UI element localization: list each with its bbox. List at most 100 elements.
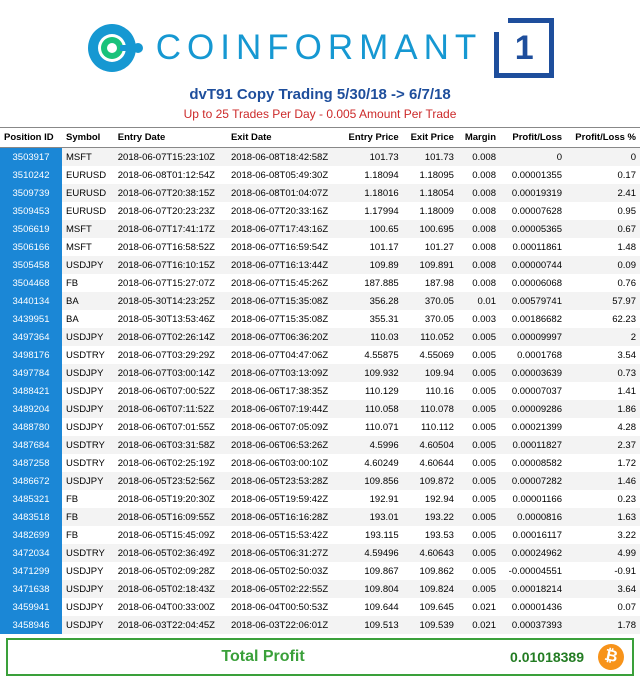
cell-exit-date: 2018-06-03T22:06:01Z bbox=[227, 616, 340, 634]
table-row[interactable]: 3489204USDJPY2018-06-06T07:11:52Z2018-06… bbox=[0, 400, 640, 418]
col-exit-price[interactable]: Exit Price bbox=[403, 128, 458, 148]
table-row[interactable]: 3472034USDTRY2018-06-05T02:36:49Z2018-06… bbox=[0, 544, 640, 562]
brand-text: COINFORMANT bbox=[156, 28, 483, 68]
cell-profit-loss-pct: 4.28 bbox=[566, 418, 640, 436]
cell-exit-date: 2018-06-05T02:22:55Z bbox=[227, 580, 340, 598]
cell-exit-date: 2018-06-07T03:13:09Z bbox=[227, 364, 340, 382]
table-row[interactable]: 3440134BA2018-05-30T14:23:25Z2018-06-07T… bbox=[0, 292, 640, 310]
table-row[interactable]: 3488780USDJPY2018-06-06T07:01:55Z2018-06… bbox=[0, 418, 640, 436]
header: COINFORMANT 1 bbox=[0, 0, 640, 84]
cell-exit-price: 187.98 bbox=[403, 274, 458, 292]
bitcoin-icon: ₿ bbox=[596, 642, 627, 673]
total-profit-label: Total Profit bbox=[16, 648, 510, 666]
cell-position-id: 3503917 bbox=[0, 148, 62, 167]
table-row[interactable]: 3471638USDJPY2018-06-05T02:18:43Z2018-06… bbox=[0, 580, 640, 598]
cell-position-id: 3472034 bbox=[0, 544, 62, 562]
cell-exit-date: 2018-06-08T01:04:07Z bbox=[227, 184, 340, 202]
cell-symbol: MSFT bbox=[62, 148, 114, 167]
cell-margin: 0.008 bbox=[458, 220, 500, 238]
table-row[interactable]: 3505458USDJPY2018-06-07T16:10:15Z2018-06… bbox=[0, 256, 640, 274]
cell-exit-price: 110.16 bbox=[403, 382, 458, 400]
cell-margin: 0.021 bbox=[458, 598, 500, 616]
cell-profit-loss: 0.00003639 bbox=[500, 364, 566, 382]
table-row[interactable]: 3459941USDJPY2018-06-04T00:33:00Z2018-06… bbox=[0, 598, 640, 616]
cell-profit-loss: 0.0000816 bbox=[500, 508, 566, 526]
table-row[interactable]: 3487684USDTRY2018-06-06T03:31:58Z2018-06… bbox=[0, 436, 640, 454]
cell-exit-date: 2018-06-05T23:53:28Z bbox=[227, 472, 340, 490]
table-row[interactable]: 3509453EURUSD2018-06-07T20:23:23Z2018-06… bbox=[0, 202, 640, 220]
cell-exit-price: 4.55069 bbox=[403, 346, 458, 364]
cell-exit-price: 100.695 bbox=[403, 220, 458, 238]
col-symbol[interactable]: Symbol bbox=[62, 128, 114, 148]
col-entry-price[interactable]: Entry Price bbox=[340, 128, 403, 148]
cell-profit-loss: 0.00018214 bbox=[500, 580, 566, 598]
col-position-id[interactable]: Position ID bbox=[0, 128, 62, 148]
cell-entry-date: 2018-05-30T14:23:25Z bbox=[114, 292, 227, 310]
cell-entry-date: 2018-06-06T03:31:58Z bbox=[114, 436, 227, 454]
cell-exit-date: 2018-06-06T07:19:44Z bbox=[227, 400, 340, 418]
cell-profit-loss: 0.00007282 bbox=[500, 472, 566, 490]
table-row[interactable]: 3471299USDJPY2018-06-05T02:09:28Z2018-06… bbox=[0, 562, 640, 580]
cell-symbol: BA bbox=[62, 310, 114, 328]
cell-entry-date: 2018-06-05T02:18:43Z bbox=[114, 580, 227, 598]
cell-profit-loss-pct: 1.41 bbox=[566, 382, 640, 400]
table-row[interactable]: 3486672USDJPY2018-06-05T23:52:56Z2018-06… bbox=[0, 472, 640, 490]
cell-profit-loss-pct: 1.48 bbox=[566, 238, 640, 256]
col-exit-date[interactable]: Exit Date bbox=[227, 128, 340, 148]
table-row[interactable]: 3439951BA2018-05-30T13:53:46Z2018-06-07T… bbox=[0, 310, 640, 328]
cell-profit-loss-pct: 0.67 bbox=[566, 220, 640, 238]
total-profit-bar: Total Profit 0.01018389 ₿ bbox=[6, 638, 634, 676]
cell-profit-loss: 0.0001768 bbox=[500, 346, 566, 364]
cell-entry-price: 356.28 bbox=[340, 292, 403, 310]
col-entry-date[interactable]: Entry Date bbox=[114, 128, 227, 148]
col-profit-loss[interactable]: Profit/Loss bbox=[500, 128, 566, 148]
cell-symbol: USDTRY bbox=[62, 436, 114, 454]
table-row[interactable]: 3504468FB2018-06-07T15:27:07Z2018-06-07T… bbox=[0, 274, 640, 292]
cell-entry-price: 109.89 bbox=[340, 256, 403, 274]
cell-symbol: FB bbox=[62, 490, 114, 508]
cell-entry-date: 2018-06-07T17:41:17Z bbox=[114, 220, 227, 238]
cell-profit-loss: 0.00009286 bbox=[500, 400, 566, 418]
table-row[interactable]: 3485321FB2018-06-05T19:20:30Z2018-06-05T… bbox=[0, 490, 640, 508]
cell-symbol: USDJPY bbox=[62, 580, 114, 598]
cell-symbol: USDJPY bbox=[62, 616, 114, 634]
cell-entry-date: 2018-06-05T02:09:28Z bbox=[114, 562, 227, 580]
caption: Up to 25 Trades Per Day - 0.005 Amount P… bbox=[0, 107, 640, 127]
table-row[interactable]: 3497784USDJPY2018-06-07T03:00:14Z2018-06… bbox=[0, 364, 640, 382]
col-profit-loss-pct[interactable]: Profit/Loss % bbox=[566, 128, 640, 148]
cell-exit-date: 2018-06-08T18:42:58Z bbox=[227, 148, 340, 167]
table-row[interactable]: 3503917MSFT2018-06-07T15:23:10Z2018-06-0… bbox=[0, 148, 640, 167]
table-row[interactable]: 3498176USDTRY2018-06-07T03:29:29Z2018-06… bbox=[0, 346, 640, 364]
cell-profit-loss-pct: 0.09 bbox=[566, 256, 640, 274]
cell-exit-price: 101.73 bbox=[403, 148, 458, 167]
cell-entry-price: 100.65 bbox=[340, 220, 403, 238]
table-row[interactable]: 3509739EURUSD2018-06-07T20:38:15Z2018-06… bbox=[0, 184, 640, 202]
table-row[interactable]: 3482699FB2018-06-05T15:45:09Z2018-06-05T… bbox=[0, 526, 640, 544]
table-row[interactable]: 3506166MSFT2018-06-07T16:58:52Z2018-06-0… bbox=[0, 238, 640, 256]
cell-entry-date: 2018-06-05T19:20:30Z bbox=[114, 490, 227, 508]
table-row[interactable]: 3488421USDJPY2018-06-06T07:00:52Z2018-06… bbox=[0, 382, 640, 400]
total-profit-value: 0.01018389 bbox=[510, 649, 584, 665]
cell-entry-date: 2018-06-06T07:00:52Z bbox=[114, 382, 227, 400]
cell-margin: 0.005 bbox=[458, 526, 500, 544]
table-row[interactable]: 3506619MSFT2018-06-07T17:41:17Z2018-06-0… bbox=[0, 220, 640, 238]
col-margin[interactable]: Margin bbox=[458, 128, 500, 148]
table-row[interactable]: 3483518FB2018-06-05T16:09:55Z2018-06-05T… bbox=[0, 508, 640, 526]
cell-position-id: 3471638 bbox=[0, 580, 62, 598]
cell-position-id: 3505458 bbox=[0, 256, 62, 274]
table-row[interactable]: 3510242EURUSD2018-06-08T01:12:54Z2018-06… bbox=[0, 166, 640, 184]
cell-profit-loss: 0.00037393 bbox=[500, 616, 566, 634]
cell-entry-date: 2018-06-07T20:23:23Z bbox=[114, 202, 227, 220]
cell-margin: 0.005 bbox=[458, 454, 500, 472]
cell-profit-loss-pct: 0.76 bbox=[566, 274, 640, 292]
cell-profit-loss-pct: 2.41 bbox=[566, 184, 640, 202]
table-row[interactable]: 3497364USDJPY2018-06-07T02:26:14Z2018-06… bbox=[0, 328, 640, 346]
table-row[interactable]: 3458946USDJPY2018-06-03T22:04:45Z2018-06… bbox=[0, 616, 640, 634]
cell-exit-price: 109.94 bbox=[403, 364, 458, 382]
table-row[interactable]: 3487258USDTRY2018-06-06T02:25:19Z2018-06… bbox=[0, 454, 640, 472]
box-number-value: 1 bbox=[515, 29, 534, 68]
cell-exit-price: 370.05 bbox=[403, 292, 458, 310]
cell-exit-price: 109.872 bbox=[403, 472, 458, 490]
cell-profit-loss-pct: 1.86 bbox=[566, 400, 640, 418]
cell-exit-price: 109.539 bbox=[403, 616, 458, 634]
